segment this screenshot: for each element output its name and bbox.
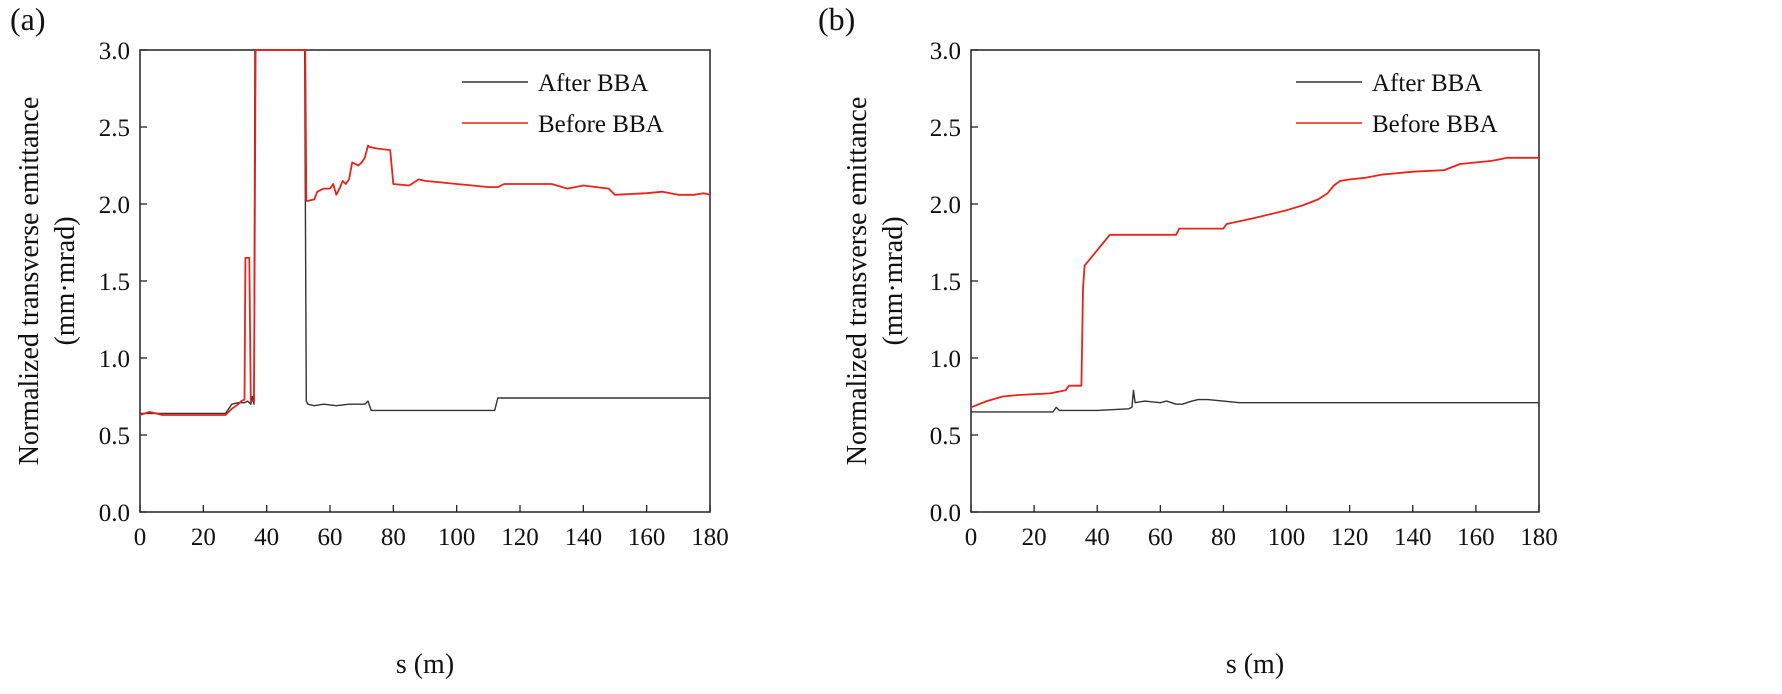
x-tick-label: 140 [565, 524, 603, 551]
series-layer [139, 49, 711, 416]
x-tick-label: 80 [381, 524, 406, 551]
legend: After BBA Before BBA [462, 70, 664, 138]
legend: After BBA Before BBA [1296, 70, 1498, 138]
x-tick-label: 20 [1022, 524, 1047, 551]
legend-label-before-bba: Before BBA [1372, 111, 1498, 138]
y-tick-label: 0.5 [930, 423, 961, 450]
x-tick-label: 180 [1520, 524, 1558, 551]
y-tick-label: 2.5 [930, 115, 961, 142]
x-tick-label: 60 [318, 524, 343, 551]
legend-label-after-bba: After BBA [538, 70, 648, 97]
y-tick-label: 1.5 [99, 269, 130, 296]
y-tick-label: 1.0 [930, 346, 961, 373]
y-axis-title-line2: (mm·mrad) [878, 216, 909, 345]
x-tick-label: 160 [1457, 524, 1495, 551]
x-tick-label: 140 [1394, 524, 1432, 551]
y-axis-title-line1: Normalized transverse emittance [842, 97, 873, 466]
x-tick-label: 40 [254, 524, 279, 551]
panel-b: (b) 0 20 40 60 80 100 120 140 160 180 0.0 0.5 1.0 1.5… [818, 1, 1558, 680]
series-line-after-bba [971, 389, 1539, 413]
x-tick-label: 120 [1331, 524, 1369, 551]
x-axis-title: s (m) [1226, 649, 1284, 680]
x-tick-label: 20 [191, 524, 216, 551]
x-tick-label: 100 [438, 524, 476, 551]
x-tick-label: 60 [1148, 524, 1173, 551]
series-line-after-bba [140, 49, 710, 415]
x-tick-label: 0 [965, 524, 978, 551]
y-axis-title-line2: (mm·mrad) [50, 216, 81, 345]
x-tick-label: 40 [1085, 524, 1110, 551]
y-tick-label: 3.0 [930, 38, 961, 65]
legend-label-after-bba: After BBA [1372, 70, 1482, 97]
y-tick-label: 3.0 [99, 38, 130, 65]
panel-label: (a) [10, 1, 46, 37]
y-tick-label: 2.0 [99, 192, 130, 219]
y-tick-label: 0.5 [99, 423, 130, 450]
y-tick-label: 2.5 [99, 115, 130, 142]
series-layer [970, 156, 1539, 413]
y-tick-label: 2.0 [930, 192, 961, 219]
x-tick-label: 0 [134, 524, 147, 551]
y-tick-label: 1.0 [99, 346, 130, 373]
y-tick-label: 0.0 [930, 500, 961, 527]
x-tick-label: 180 [691, 524, 729, 551]
x-tick-label: 80 [1211, 524, 1236, 551]
y-tick-label: 1.5 [930, 269, 961, 296]
panel-a: (a) 0 20 40 60 80 100 120 140 160 180 0.0 0.5 1.0 1.5… [10, 1, 729, 680]
y-axis-title-line1: Normalized transverse emittance [14, 97, 45, 466]
x-axis-title: s (m) [396, 649, 454, 680]
y-tick-label: 0.0 [99, 500, 130, 527]
panel-label: (b) [818, 1, 855, 37]
x-tick-label: 160 [628, 524, 666, 551]
ticks-layer: 0 20 40 60 80 100 120 140 160 180 0.0 0.5 1.0 1.5 2.0 2… [930, 38, 1558, 551]
x-tick-label: 100 [1268, 524, 1306, 551]
series-line-before-bba [139, 49, 711, 416]
x-tick-label: 120 [501, 524, 539, 551]
legend-label-before-bba: Before BBA [538, 111, 664, 138]
ticks-layer: 0 20 40 60 80 100 120 140 160 180 0.0 0.5 1.0 1.5 2.0 2… [99, 38, 729, 551]
series-line-before-bba [970, 156, 1539, 409]
